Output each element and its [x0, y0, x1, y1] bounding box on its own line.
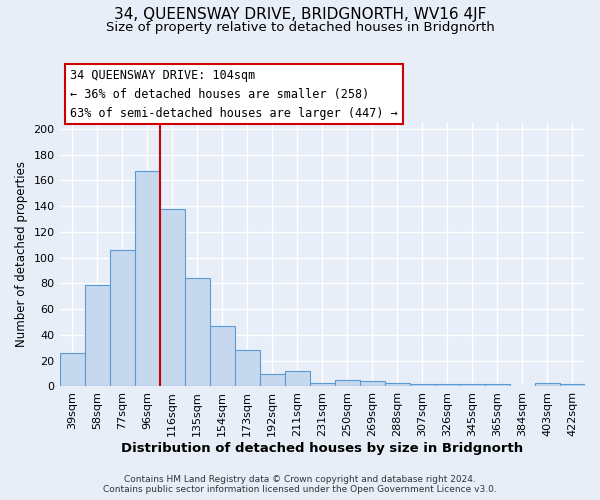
- Bar: [435, 384, 460, 386]
- Bar: [134, 172, 160, 386]
- Bar: [360, 382, 385, 386]
- Bar: [209, 326, 235, 386]
- Text: 34, QUEENSWAY DRIVE, BRIDGNORTH, WV16 4JF: 34, QUEENSWAY DRIVE, BRIDGNORTH, WV16 4J…: [114, 8, 486, 22]
- X-axis label: Distribution of detached houses by size in Bridgnorth: Distribution of detached houses by size …: [121, 442, 523, 455]
- Bar: [160, 208, 185, 386]
- Bar: [485, 384, 510, 386]
- Text: Size of property relative to detached houses in Bridgnorth: Size of property relative to detached ho…: [106, 21, 494, 34]
- Bar: [110, 250, 134, 386]
- Text: Contains HM Land Registry data © Crown copyright and database right 2024.
Contai: Contains HM Land Registry data © Crown c…: [103, 474, 497, 494]
- Bar: [260, 374, 285, 386]
- Bar: [235, 350, 260, 386]
- Bar: [85, 284, 110, 386]
- Bar: [460, 384, 485, 386]
- Bar: [535, 382, 560, 386]
- Bar: [185, 278, 209, 386]
- Bar: [335, 380, 360, 386]
- Text: 34 QUEENSWAY DRIVE: 104sqm
← 36% of detached houses are smaller (258)
63% of sem: 34 QUEENSWAY DRIVE: 104sqm ← 36% of deta…: [70, 68, 398, 120]
- Bar: [285, 371, 310, 386]
- Y-axis label: Number of detached properties: Number of detached properties: [15, 162, 28, 348]
- Bar: [59, 353, 85, 386]
- Bar: [560, 384, 585, 386]
- Bar: [385, 382, 410, 386]
- Bar: [410, 384, 435, 386]
- Bar: [310, 382, 335, 386]
